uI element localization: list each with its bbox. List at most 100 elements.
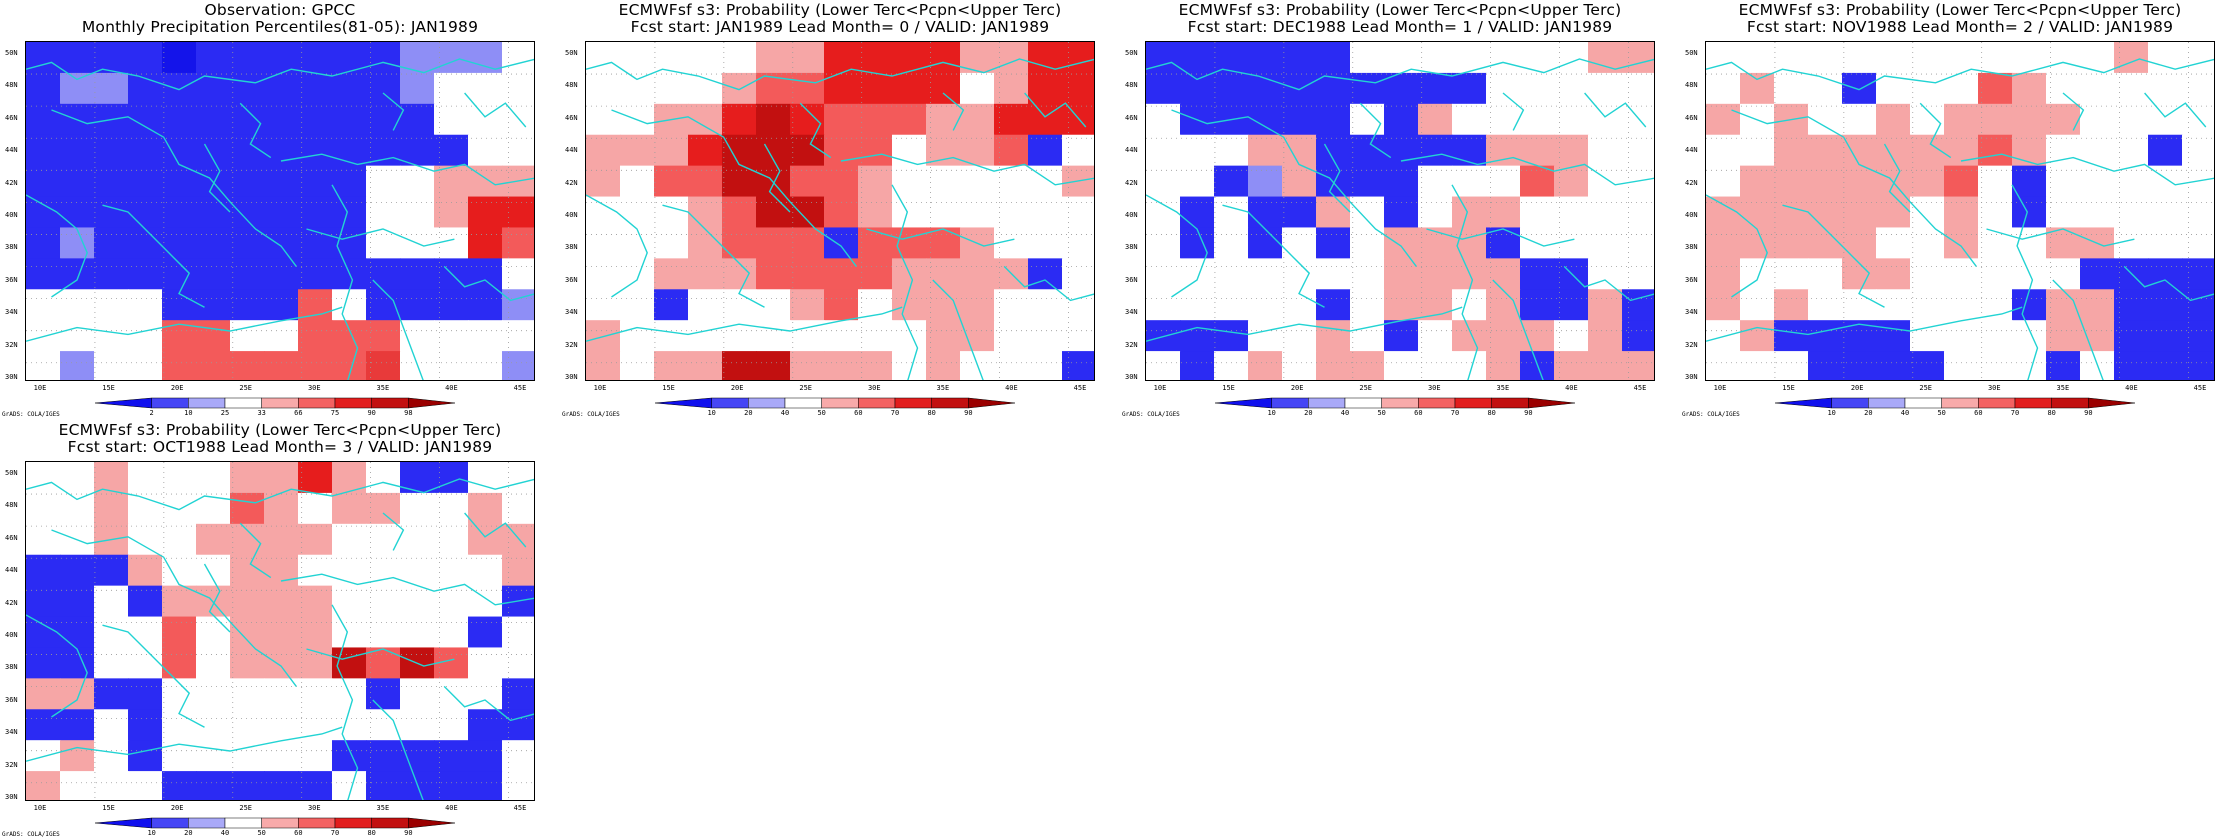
grid-cell bbox=[654, 134, 689, 167]
grid-cell bbox=[1180, 196, 1215, 229]
grid-cell bbox=[196, 196, 231, 229]
lat-tick-label: 44N bbox=[5, 566, 18, 575]
colorbar-segment bbox=[95, 397, 152, 409]
grid-cell bbox=[26, 585, 61, 618]
coastline bbox=[280, 153, 534, 186]
grid-cell bbox=[858, 165, 893, 198]
coastline bbox=[26, 726, 343, 762]
grid-cell bbox=[128, 351, 163, 380]
grid-cell bbox=[1282, 165, 1317, 198]
coastline bbox=[1706, 194, 1768, 298]
grid-cell bbox=[502, 523, 534, 556]
grid-cell bbox=[94, 289, 129, 321]
colorbar-tick-label: 10 bbox=[1827, 409, 1836, 417]
colorbar-segment bbox=[1271, 397, 1309, 409]
colorbar-tick-label: 40 bbox=[1900, 409, 1910, 417]
lon-tick-label: 35E bbox=[376, 804, 390, 812]
colorbar-tick-label: 10 bbox=[184, 409, 193, 417]
grads-credit: GrADS: COLA/IGES bbox=[2, 831, 60, 838]
grid-cell bbox=[332, 523, 367, 556]
grid-cell bbox=[298, 42, 333, 74]
lat-tick-label: 34N bbox=[5, 308, 18, 317]
coastline bbox=[799, 102, 832, 159]
grid-cell bbox=[434, 771, 469, 800]
grid-cell bbox=[1842, 351, 1877, 380]
grid-cell bbox=[60, 134, 95, 167]
grid-cell bbox=[60, 72, 95, 105]
grid-cell bbox=[688, 258, 723, 290]
grid-cell bbox=[858, 72, 893, 105]
grid-cell bbox=[162, 196, 197, 229]
grid-cell bbox=[1028, 196, 1063, 229]
lon-tick-label: 25E bbox=[1359, 384, 1373, 392]
coastline bbox=[1502, 92, 1525, 131]
grid-cell bbox=[94, 227, 129, 259]
grid-cell bbox=[1706, 165, 1741, 198]
grid-cell bbox=[400, 196, 435, 229]
grid-cell bbox=[1180, 320, 1215, 352]
grid-cell bbox=[196, 320, 231, 352]
coastline bbox=[840, 153, 1094, 186]
grid-cell bbox=[400, 616, 435, 649]
colorbar-tick-label: 80 bbox=[2047, 409, 2056, 417]
grid-cell bbox=[230, 771, 265, 800]
grid-cell bbox=[1808, 165, 1843, 198]
grid-cell bbox=[620, 351, 655, 380]
grid-cell bbox=[1062, 72, 1094, 105]
lon-tick-label: 40E bbox=[445, 384, 458, 392]
coastline bbox=[1222, 204, 1325, 308]
grid-cell bbox=[94, 492, 129, 525]
grid-cell bbox=[824, 227, 859, 259]
grid-cell bbox=[1350, 103, 1385, 136]
colorbar-tick-label: 80 bbox=[927, 409, 936, 417]
grid-cell bbox=[994, 289, 1029, 321]
grid-cell bbox=[230, 134, 265, 167]
grid-cell bbox=[230, 351, 265, 380]
grid-cell bbox=[264, 72, 299, 105]
grid-cell bbox=[2182, 289, 2214, 321]
grid-cell bbox=[960, 134, 995, 167]
lat-tick-label: 38N bbox=[5, 663, 18, 672]
grid-cell bbox=[1622, 134, 1654, 167]
grid-cell bbox=[1214, 258, 1249, 290]
grid-cell bbox=[1316, 351, 1351, 380]
grid-cell bbox=[298, 134, 333, 167]
grid-cell bbox=[1316, 134, 1351, 167]
colorbar-segment bbox=[151, 397, 189, 409]
grid-cell bbox=[1214, 165, 1249, 198]
lon-tick-label: 15E bbox=[102, 804, 115, 812]
grid-cell bbox=[2080, 258, 2115, 290]
grid-cell bbox=[1214, 227, 1249, 259]
colorbar-segment bbox=[298, 817, 336, 829]
grid-cell bbox=[434, 709, 469, 741]
grid-cell bbox=[400, 289, 435, 321]
grid-cell bbox=[502, 72, 534, 105]
grid-cell bbox=[586, 42, 621, 74]
grid-cell bbox=[468, 258, 503, 290]
grid-cell bbox=[26, 103, 61, 136]
colorbar-tick-label: 50 bbox=[1377, 409, 1386, 417]
lon-tick-label: 10E bbox=[1713, 384, 1727, 392]
grid-cell bbox=[824, 72, 859, 105]
grid-cell bbox=[2182, 72, 2214, 105]
grid-cell bbox=[332, 709, 367, 741]
grid-cell bbox=[1384, 103, 1419, 136]
coastline bbox=[26, 614, 88, 718]
grid-cell bbox=[1706, 351, 1741, 380]
grid-cell bbox=[162, 771, 197, 800]
grid-cell bbox=[1418, 351, 1453, 380]
lat-tick-label: 46N bbox=[565, 113, 578, 122]
colorbar-tick-label: 75 bbox=[330, 409, 340, 417]
grid-cell bbox=[1978, 351, 2013, 380]
coastline bbox=[382, 512, 405, 551]
grid-cell bbox=[1740, 320, 1775, 352]
grid-cell bbox=[1452, 103, 1487, 136]
grid-cell bbox=[1520, 103, 1555, 136]
colorbar-tick-label: 50 bbox=[257, 829, 266, 837]
grid-cell bbox=[128, 289, 163, 321]
grid-cell bbox=[1062, 42, 1094, 74]
grid-cell bbox=[2148, 72, 2183, 105]
colorbar-segment bbox=[931, 397, 969, 409]
lat-tick-label: 50N bbox=[5, 49, 18, 57]
panel-subtitle: Fcst start: OCT1988 Lead Month= 3 / VALI… bbox=[67, 438, 493, 456]
